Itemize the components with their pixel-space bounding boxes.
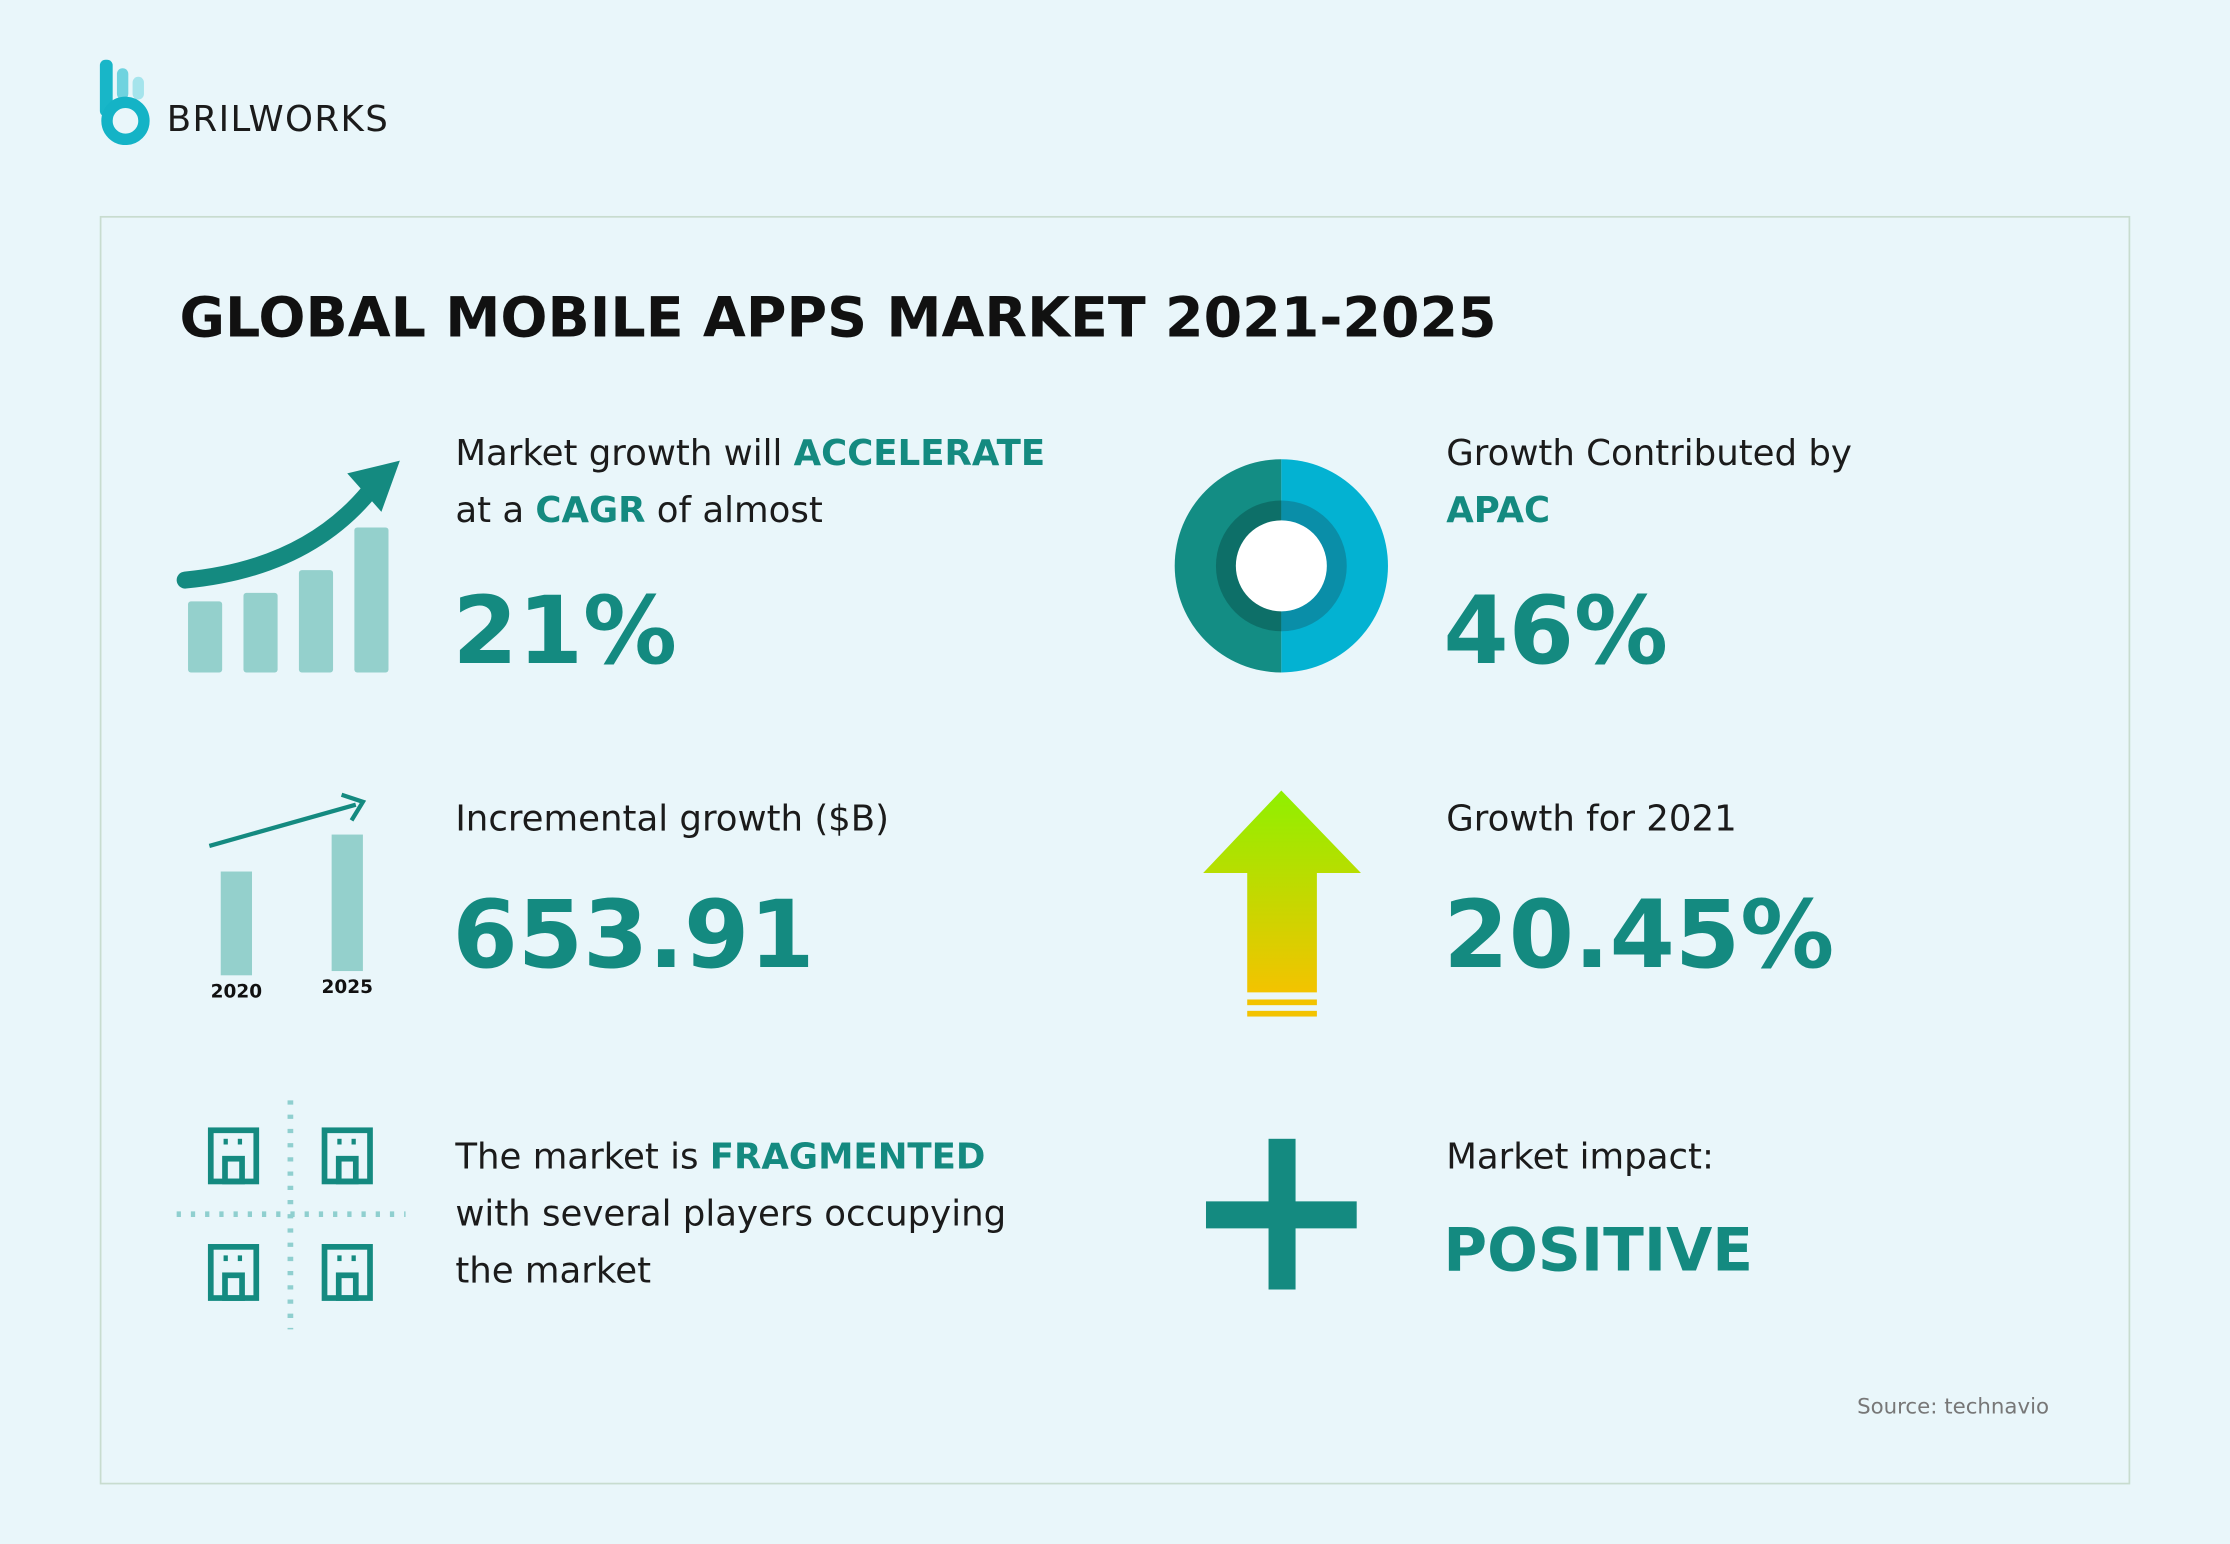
stat-text: Market growth will ACCELERATE xyxy=(455,433,1045,474)
stat-text-part: with several players occupying xyxy=(455,1194,1006,1235)
growth-icon xyxy=(176,460,400,673)
icon-label: 2020 xyxy=(211,981,262,1002)
stat-value: 653.91 xyxy=(452,881,814,990)
stat-highlight: APAC xyxy=(1446,490,1550,531)
stat-value: 20.45% xyxy=(1443,881,1834,990)
stat-text-part: Growth Contributed by xyxy=(1446,433,1852,474)
stat-value: POSITIVE xyxy=(1443,1217,1753,1286)
logo-icon xyxy=(99,59,150,146)
stat-text-part: Growth for 2021 xyxy=(1446,798,1736,839)
fragmented-icon xyxy=(176,1100,406,1330)
stat-text: The market is FRAGMENTED xyxy=(454,1137,985,1178)
stat-value: 46% xyxy=(1443,577,1668,686)
up-arrow-icon xyxy=(1203,790,1361,1017)
stat-text: with several players occupying xyxy=(455,1194,1006,1235)
stat-text: the market xyxy=(455,1250,651,1291)
stat-text: Growth Contributed by xyxy=(1446,433,1852,474)
stat-text-part: of almost xyxy=(646,490,823,531)
stat-text: Incremental growth ($B) xyxy=(455,798,889,839)
stat-text-part: the market xyxy=(455,1250,651,1291)
donut-icon xyxy=(1174,459,1388,673)
stat-text: Market impact: xyxy=(1446,1137,1714,1178)
source: Source: technavio xyxy=(1857,1395,2049,1420)
stat-text-part: Incremental growth ($B) xyxy=(455,798,889,839)
icon-label: 2025 xyxy=(322,977,373,998)
stat-highlight: FRAGMENTED xyxy=(710,1137,986,1178)
stat-text-part: Market impact: xyxy=(1446,1137,1714,1178)
stat-text-part: Market growth will xyxy=(455,433,793,474)
stat-text: APAC xyxy=(1446,490,1550,531)
stat-highlight: ACCELERATE xyxy=(794,433,1045,474)
stat-highlight: CAGR xyxy=(535,490,645,531)
brand: BRILWORKS xyxy=(167,99,390,140)
stat-value: 21% xyxy=(452,577,677,686)
card xyxy=(99,215,2131,1485)
stat-text-part: The market is xyxy=(454,1137,709,1178)
stat-text: Growth for 2021 xyxy=(1446,798,1736,839)
title: GLOBAL MOBILE APPS MARKET 2021-2025 xyxy=(180,286,1497,350)
plus-icon xyxy=(1205,1138,1357,1290)
stat-text: at a CAGR of almost xyxy=(455,490,823,531)
incremental-icon xyxy=(208,792,367,976)
stat-text-part: at a xyxy=(455,490,535,531)
